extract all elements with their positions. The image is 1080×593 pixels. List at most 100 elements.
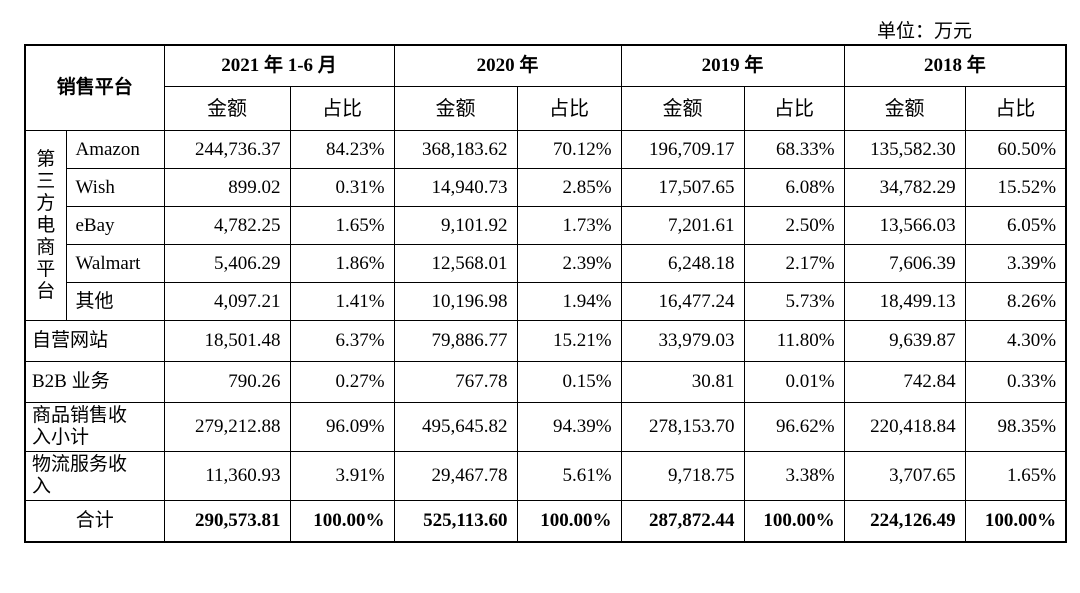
amount-cell: 29,467.78 [393, 451, 518, 501]
ratio-cell: 1.41% [289, 282, 395, 321]
ratio-cell: 2.50% [743, 206, 845, 245]
amount-cell: 14,940.73 [393, 168, 518, 207]
ratio-cell: 0.33% [964, 361, 1067, 403]
amount-cell: 4,097.21 [163, 282, 291, 321]
amount-cell: 12,568.01 [393, 244, 518, 283]
amount-cell: 7,201.61 [620, 206, 745, 245]
total-ratio-cell: 100.00% [289, 500, 395, 543]
ratio-cell: 1.65% [289, 206, 395, 245]
ratio-cell: 5.73% [743, 282, 845, 321]
group-label-char: 台 [36, 280, 56, 302]
amount-cell: 9,101.92 [393, 206, 518, 245]
group-label-char: 方 [36, 192, 56, 214]
ratio-cell: 60.50% [964, 130, 1067, 169]
amount-cell: 17,507.65 [620, 168, 745, 207]
ratio-cell: 11.80% [743, 320, 845, 362]
amount-cell: 6,248.18 [620, 244, 745, 283]
ratio-cell: 3.91% [289, 451, 395, 501]
ratio-cell: 94.39% [516, 402, 622, 452]
amount-cell: 11,360.93 [163, 451, 291, 501]
amount-cell: 495,645.82 [393, 402, 518, 452]
total-label: 合计 [24, 500, 165, 543]
amount-cell: 767.78 [393, 361, 518, 403]
amount-cell: 790.26 [163, 361, 291, 403]
table-row: 其他 4,097.21 1.41% 10,196.98 1.94% 16,477.24 5.… [25, 282, 1067, 321]
amount-cell: 9,639.87 [843, 320, 966, 362]
platform-name: Wish [65, 168, 165, 207]
platform-name: eBay [65, 206, 165, 245]
ratio-header: 占比 [964, 86, 1067, 131]
ratio-cell: 0.31% [289, 168, 395, 207]
total-ratio-cell: 100.00% [964, 500, 1067, 543]
period-header: 2021 年 1-6 月 [163, 44, 395, 87]
ratio-cell: 1.86% [289, 244, 395, 283]
ratio-cell: 1.94% [516, 282, 622, 321]
total-amount-cell: 290,573.81 [163, 500, 291, 543]
ratio-header: 占比 [289, 86, 395, 131]
amount-header: 金额 [163, 86, 291, 131]
group-label-char: 平 [36, 258, 56, 280]
table-row: eBay 4,782.25 1.65% 9,101.92 1.73% 7,201.61 2.… [25, 206, 1067, 245]
amount-cell: 9,718.75 [620, 451, 745, 501]
row-label: 商品销售收入小计 [24, 402, 165, 452]
ratio-cell: 6.37% [289, 320, 395, 362]
ratio-cell: 96.09% [289, 402, 395, 452]
total-amount-cell: 287,872.44 [620, 500, 745, 543]
amount-cell: 220,418.84 [843, 402, 966, 452]
ratio-cell: 4.30% [964, 320, 1067, 362]
platform-name: Walmart [65, 244, 165, 283]
table-row: Wish 899.02 0.31% 14,940.73 2.85% 17,507.65 6.… [25, 168, 1067, 207]
ratio-cell: 68.33% [743, 130, 845, 169]
ratio-cell: 2.17% [743, 244, 845, 283]
ratio-cell: 0.01% [743, 361, 845, 403]
total-ratio-cell: 100.00% [516, 500, 622, 543]
ratio-cell: 70.12% [516, 130, 622, 169]
third-party-group-label: 第三方电商平台 [24, 130, 67, 321]
header-row-metrics: 金额 占比 金额 占比 金额 占比 金额 占比 [25, 86, 1067, 131]
ratio-cell: 84.23% [289, 130, 395, 169]
platform-header: 销售平台 [24, 44, 165, 131]
table-row: 物流服务收入 11,360.93 3.91% 29,467.78 5.61% 9,718.… [24, 451, 1067, 501]
ratio-cell: 3.39% [964, 244, 1067, 283]
amount-header: 金额 [393, 86, 518, 131]
group-label-char: 电 [36, 214, 56, 236]
amount-cell: 742.84 [843, 361, 966, 403]
total-amount-cell: 525,113.60 [393, 500, 518, 543]
total-amount-cell: 224,126.49 [843, 500, 966, 543]
amount-cell: 5,406.29 [163, 244, 291, 283]
group-label-char: 第 [36, 148, 56, 170]
amount-cell: 7,606.39 [843, 244, 966, 283]
platform-name: Amazon [65, 130, 165, 169]
ratio-cell: 15.21% [516, 320, 622, 362]
amount-cell: 79,886.77 [393, 320, 518, 362]
ratio-cell: 3.38% [743, 451, 845, 501]
table-row: B2B 业务 790.26 0.27% 767.78 0.15% 30.81 0.01% 74… [24, 361, 1067, 403]
row-label: 物流服务收入 [24, 451, 165, 501]
ratio-cell: 0.15% [516, 361, 622, 403]
header-row-periods: 销售平台 2021 年 1-6 月 2020 年 2019 年 2018 年 [24, 44, 1067, 131]
amount-cell: 135,582.30 [843, 130, 966, 169]
ratio-cell: 15.52% [964, 168, 1067, 207]
ratio-cell: 1.65% [964, 451, 1067, 501]
unit-label: 单位：万元 [876, 21, 972, 42]
period-header: 2018 年 [843, 44, 1067, 87]
sales-platform-table: 销售平台 2021 年 1-6 月 2020 年 2019 年 2018 年 金… [24, 44, 1068, 543]
amount-cell: 279,212.88 [163, 402, 291, 452]
group-label-char: 三 [36, 170, 56, 192]
total-row: 合计 290,573.81 100.00% 525,113.60 100.00% 287,… [24, 500, 1067, 543]
ratio-cell: 98.35% [964, 402, 1067, 452]
amount-cell: 278,153.70 [620, 402, 745, 452]
amount-cell: 10,196.98 [393, 282, 518, 321]
ratio-cell: 2.85% [516, 168, 622, 207]
amount-cell: 244,736.37 [163, 130, 291, 169]
ratio-cell: 96.62% [743, 402, 845, 452]
amount-header: 金额 [620, 86, 745, 131]
amount-cell: 18,499.13 [843, 282, 966, 321]
amount-cell: 33,979.03 [620, 320, 745, 362]
amount-cell: 196,709.17 [620, 130, 745, 169]
row-label: 自营网站 [24, 320, 165, 362]
amount-cell: 18,501.48 [163, 320, 291, 362]
amount-cell: 34,782.29 [843, 168, 966, 207]
ratio-cell: 5.61% [516, 451, 622, 501]
amount-cell: 16,477.24 [620, 282, 745, 321]
